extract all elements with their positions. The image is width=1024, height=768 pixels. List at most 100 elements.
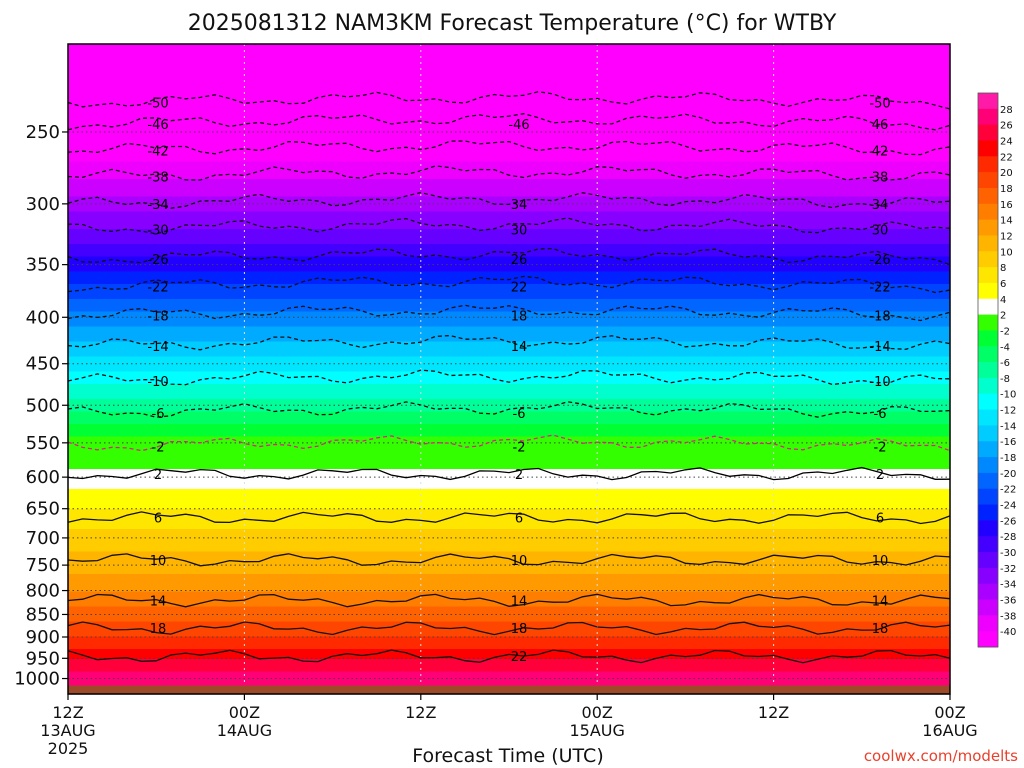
colorbar-label: -16 — [1000, 437, 1016, 448]
temperature-band — [68, 609, 950, 613]
temperature-band — [68, 81, 950, 85]
temperature-band — [68, 44, 950, 48]
temperature-band — [68, 154, 950, 158]
temperature-band — [68, 96, 950, 100]
temperature-band — [68, 356, 950, 360]
temperature-band — [68, 469, 950, 473]
contour-label: 22 — [511, 650, 528, 665]
temperature-band — [68, 386, 950, 390]
temperature-band — [68, 649, 950, 653]
colorbar-label: -28 — [1000, 532, 1016, 543]
temperature-band — [68, 236, 950, 240]
temperature-band — [68, 576, 950, 580]
y-tick-label: 900 — [26, 627, 60, 648]
temperature-band — [68, 431, 950, 435]
temperature-band — [68, 474, 950, 478]
temperature-band — [68, 46, 950, 50]
temperature-band — [68, 76, 950, 80]
x-tick-label: 00Z — [934, 703, 965, 722]
temperature-band — [68, 584, 950, 588]
colorbar-label: -18 — [1000, 453, 1016, 464]
temperature-band — [68, 151, 950, 155]
contour-label: 2 — [515, 468, 523, 483]
y-tick-label: 850 — [26, 604, 60, 625]
contour-line — [67, 466, 951, 481]
colorbar-swatch — [978, 346, 998, 363]
temperature-band — [68, 551, 950, 555]
temperature-band — [68, 409, 950, 413]
temperature-band — [68, 426, 950, 430]
temperature-band — [68, 506, 950, 510]
temperature-band — [68, 334, 950, 338]
temperature-band — [68, 389, 950, 393]
temperature-band — [68, 399, 950, 403]
temperature-band — [68, 439, 950, 443]
temperature-band — [68, 244, 950, 248]
contour-line — [67, 91, 951, 110]
contour-label: 38 — [872, 171, 889, 186]
temperature-band — [68, 644, 950, 648]
temperature-band — [68, 124, 950, 128]
temperature-band — [68, 561, 950, 565]
contour-line — [67, 434, 951, 452]
contour-label: 6 — [154, 512, 162, 527]
temperature-band — [68, 499, 950, 503]
temperature-band — [68, 534, 950, 538]
contour-label: -26 — [147, 253, 168, 268]
temperature-band — [68, 679, 950, 683]
temperature-band — [68, 486, 950, 490]
temperature-band — [68, 64, 950, 68]
temperature-band — [68, 654, 950, 658]
temperature-band — [68, 651, 950, 655]
temperature-band — [68, 281, 950, 285]
temperature-band — [68, 144, 950, 148]
x-axis-label: Forecast Time (UTC) — [412, 745, 603, 767]
temperature-band — [68, 49, 950, 53]
colorbar-label: -32 — [1000, 564, 1016, 575]
colorbar-label: -36 — [1000, 596, 1016, 607]
temperature-band — [68, 669, 950, 673]
temperature-band — [68, 544, 950, 548]
colorbar-label: -34 — [1000, 580, 1016, 591]
contour-label: 14 — [150, 594, 167, 609]
temperature-band — [68, 454, 950, 458]
contour-label: -46 — [147, 118, 168, 133]
colorbar-label: 16 — [1000, 200, 1013, 211]
temperature-band — [68, 284, 950, 288]
ground-layer — [68, 685, 950, 694]
temperature-band — [68, 614, 950, 618]
contour-label: -46 — [508, 118, 529, 133]
contour-label: -6 — [513, 407, 526, 422]
colorbar-label: 28 — [1000, 105, 1013, 116]
temperature-band — [68, 201, 950, 205]
temperature-band — [68, 94, 950, 98]
colorbar-label: 18 — [1000, 184, 1013, 195]
contour-line — [67, 621, 951, 636]
temperature-band — [68, 664, 950, 668]
temperature-band — [68, 291, 950, 295]
contour-line — [67, 369, 951, 386]
temperature-band — [68, 489, 950, 493]
temperature-band — [68, 514, 950, 518]
contour-label: -38 — [147, 171, 168, 186]
colorbar-swatch — [978, 156, 998, 173]
contour-label: -50 — [869, 97, 890, 112]
colorbar-swatch — [978, 298, 998, 316]
x-tick-label: 15AUG — [569, 721, 624, 740]
temperature-band — [68, 341, 950, 345]
temperature-band — [68, 159, 950, 163]
colorbar-swatch — [978, 552, 998, 569]
temperature-band — [68, 411, 950, 415]
temperature-band — [68, 211, 950, 215]
y-tick-label: 950 — [26, 648, 60, 669]
colorbar-label: -6 — [1000, 358, 1010, 369]
y-tick-label: 350 — [26, 255, 60, 276]
plot-frame — [67, 43, 951, 695]
colorbar-label: -30 — [1000, 548, 1016, 559]
y-tick-label: 600 — [26, 467, 60, 488]
temperature-band — [68, 69, 950, 73]
temperature-band — [68, 379, 950, 383]
temperature-band — [68, 176, 950, 180]
temperature-band — [68, 434, 950, 438]
temperature-band — [68, 269, 950, 273]
